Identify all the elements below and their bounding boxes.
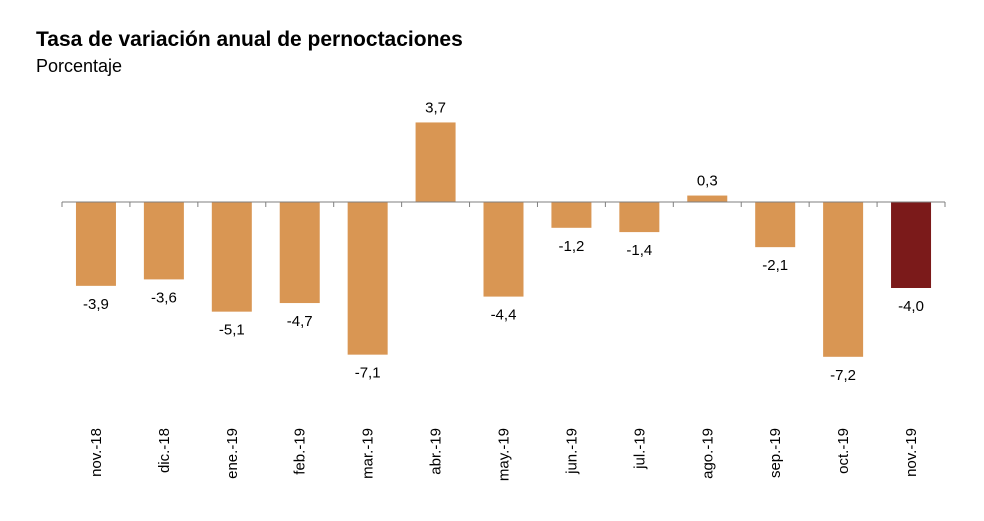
bar-13 (891, 202, 932, 288)
category-label-2: dic.-18 (156, 428, 173, 473)
value-label-10: 0,3 (697, 173, 718, 190)
value-label-12: -7,2 (830, 367, 856, 384)
value-label-4: -4,7 (287, 313, 313, 330)
value-labels-layer: -3,9 -3,6 -5,1 -4,7 -7,1 3,7 -4,4 -1,2 -1,4 0,3 -2… (83, 99, 924, 383)
category-label-1: nov.-18 (88, 428, 105, 477)
chart-subtitle: Porcentaje (36, 56, 123, 76)
bar-9 (619, 202, 660, 233)
chart-title: Tasa de variación anual de pernoctacione… (36, 28, 463, 51)
bar-5 (347, 202, 388, 355)
category-label-13: nov.-19 (903, 428, 920, 477)
bar-2 (143, 202, 184, 280)
bar-11 (755, 202, 796, 248)
category-label-5: mar.-19 (360, 428, 377, 479)
value-label-2: -3,6 (151, 289, 177, 306)
category-label-12: oct.-19 (835, 428, 852, 474)
value-label-8: -1,2 (558, 238, 584, 255)
value-label-3: -5,1 (219, 322, 245, 339)
category-label-10: ago.-19 (699, 428, 716, 479)
category-label-11: sep.-19 (767, 428, 784, 478)
value-label-6: 3,7 (425, 99, 446, 116)
bars-layer (75, 122, 932, 357)
category-label-7: may.-19 (496, 428, 513, 481)
category-labels-layer: nov.-18 dic.-18 ene.-19 feb.-19 mar.-19 abr.-… (88, 428, 920, 481)
bar-8 (551, 202, 592, 228)
value-label-7: -4,4 (491, 307, 517, 324)
value-label-9: -1,4 (626, 242, 652, 259)
bar-6 (415, 122, 456, 202)
value-label-1: -3,9 (83, 296, 109, 313)
value-label-13: -4,0 (898, 298, 924, 315)
category-label-4: feb.-19 (292, 428, 309, 475)
category-label-9: jul.-19 (631, 428, 648, 470)
bar-10 (687, 195, 728, 202)
value-label-11: -2,1 (762, 257, 788, 274)
ticks-layer (61, 202, 946, 207)
bar-1 (75, 202, 116, 286)
bar-7 (483, 202, 524, 297)
category-label-3: ene.-19 (224, 428, 241, 479)
bar-3 (211, 202, 252, 312)
category-label-6: abr.-19 (428, 428, 445, 475)
bar-4 (279, 202, 320, 304)
value-label-5: -7,1 (355, 365, 381, 382)
category-label-8: jun.-19 (563, 428, 580, 475)
bar-12 (823, 202, 864, 357)
